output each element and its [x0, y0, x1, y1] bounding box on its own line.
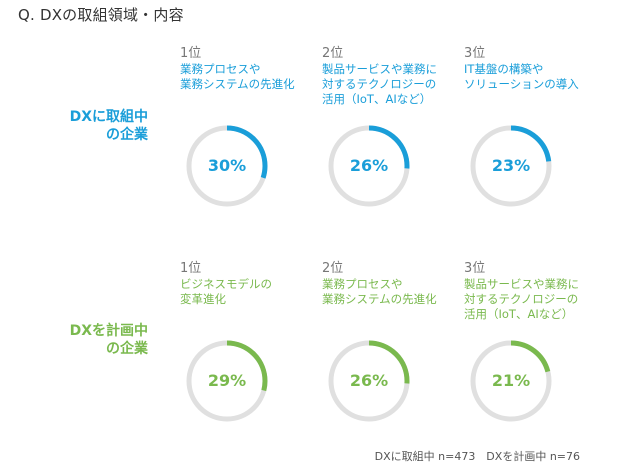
item-label-line: 対するテクノロジーの: [322, 77, 437, 91]
donut-svg: [328, 340, 410, 422]
item-label-line: 製品サービスや業務に: [464, 277, 579, 291]
group-label-line: DXに取組中: [69, 109, 148, 125]
item-label: 業務プロセスや 業務システムの先進化: [180, 62, 325, 92]
item-label-line: ビジネスモデルの: [180, 277, 272, 291]
rank-label: 1位: [180, 261, 202, 276]
rank-label: 3位: [464, 46, 486, 61]
percent-value: 26%: [349, 156, 389, 175]
item-label-line: 業務システムの先進化: [322, 292, 437, 306]
sample-size-note: DXに取組中 n=473 DXを計画中 n=76: [374, 450, 580, 463]
donut-arc: [328, 125, 410, 207]
rank-label: 2位: [322, 261, 344, 276]
item-label: 製品サービスや業務に 対するテクノロジーの 活用（IoT、AIなど）: [322, 62, 467, 107]
chart-title: Q. DXの取組領域・内容: [18, 6, 184, 24]
item-label: 業務プロセスや 業務システムの先進化: [322, 277, 467, 307]
group-label-line: DXを計画中: [69, 323, 148, 339]
rank-label: 3位: [464, 261, 486, 276]
donut-arc: [186, 125, 268, 207]
donut-arc: [186, 340, 268, 422]
group-label-active: DXに取組中 の企業: [28, 108, 148, 144]
percent-value: 26%: [349, 371, 389, 390]
group-label-line: の企業: [106, 341, 148, 357]
item-label-line: ソリューションの導入: [464, 77, 579, 91]
donut-svg: [186, 125, 268, 207]
donut-chart: 30%: [184, 123, 270, 209]
item-label: 製品サービスや業務に 対するテクノロジーの 活用（IoT、AIなど）: [464, 277, 609, 322]
item-label-line: 業務システムの先進化: [180, 77, 295, 91]
donut-arc: [470, 125, 552, 207]
donut-chart: 26%: [326, 338, 412, 424]
item-label-line: 活用（IoT、AIなど）: [322, 92, 432, 106]
donut-svg: [470, 125, 552, 207]
item-label: IT基盤の構築や ソリューションの導入: [464, 62, 609, 92]
item-label-line: 業務プロセスや: [322, 277, 403, 291]
donut-chart: 21%: [468, 338, 554, 424]
donut-chart: 23%: [468, 123, 554, 209]
rank-label: 1位: [180, 46, 202, 61]
rank-label: 2位: [322, 46, 344, 61]
percent-value: 23%: [491, 156, 531, 175]
donut-arc: [470, 340, 552, 422]
item-label-line: IT基盤の構築や: [464, 62, 544, 76]
donut-arc: [328, 340, 410, 422]
group-label-line: の企業: [106, 127, 148, 143]
item-label-line: 対するテクノロジーの: [464, 292, 579, 306]
donut-svg: [470, 340, 552, 422]
percent-value: 21%: [491, 371, 531, 390]
donut-svg: [328, 125, 410, 207]
percent-value: 30%: [207, 156, 247, 175]
item-label-line: 変革進化: [180, 292, 226, 306]
percent-value: 29%: [207, 371, 247, 390]
donut-svg: [186, 340, 268, 422]
item-label: ビジネスモデルの 変革進化: [180, 277, 325, 307]
item-label-line: 活用（IoT、AIなど）: [464, 307, 574, 321]
item-label-line: 業務プロセスや: [180, 62, 261, 76]
group-label-planning: DXを計画中 の企業: [28, 322, 148, 358]
donut-chart: 26%: [326, 123, 412, 209]
donut-chart: 29%: [184, 338, 270, 424]
item-label-line: 製品サービスや業務に: [322, 62, 437, 76]
